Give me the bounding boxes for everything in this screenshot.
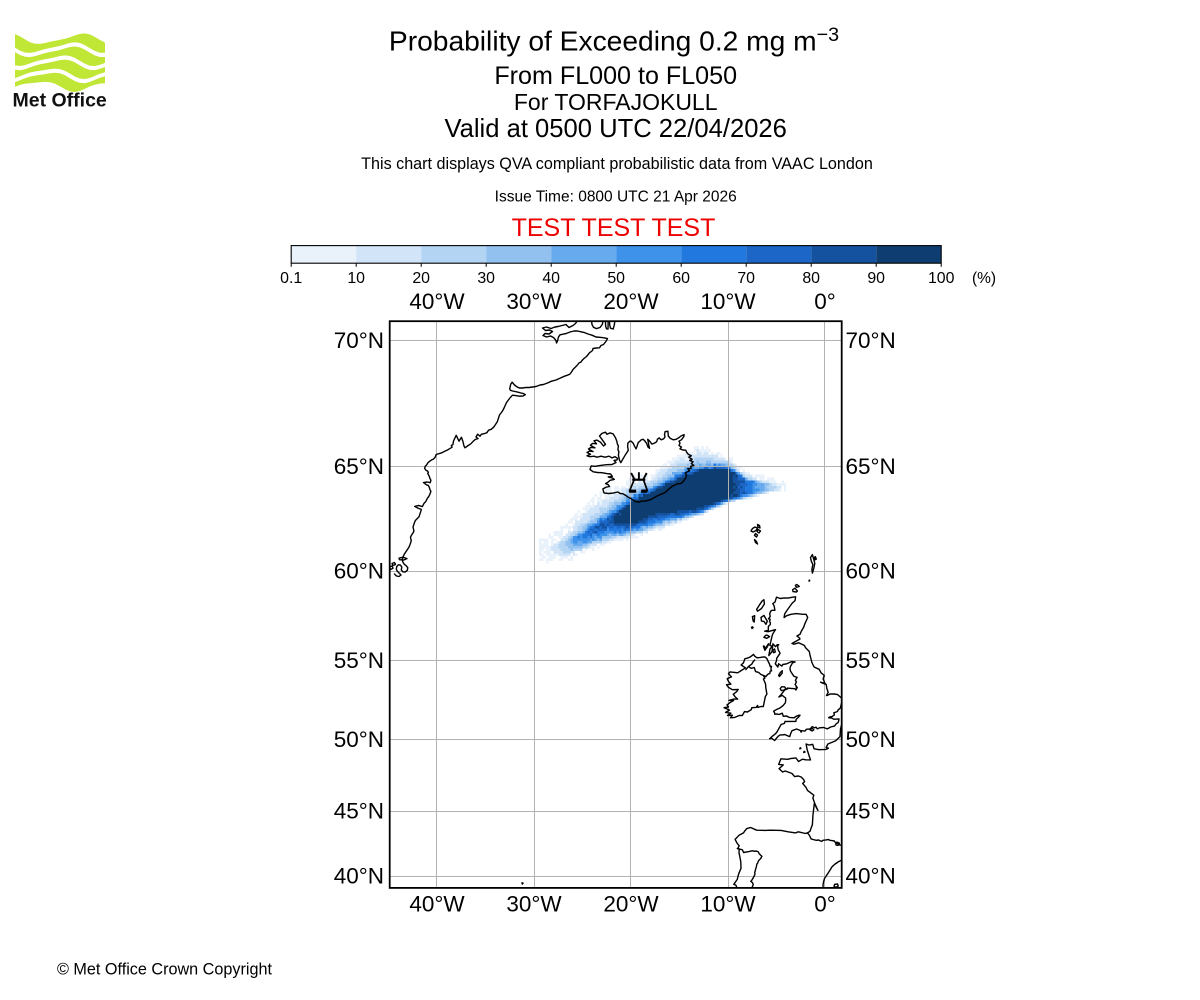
svg-text:10°W: 10°W bbox=[700, 289, 756, 314]
svg-text:70°N: 70°N bbox=[334, 328, 384, 353]
svg-text:(%): (%) bbox=[972, 270, 996, 287]
svg-text:50°N: 50°N bbox=[334, 727, 384, 752]
svg-text:60°N: 60°N bbox=[846, 559, 896, 584]
svg-text:Valid at 0500 UTC 22/04/2026: Valid at 0500 UTC 22/04/2026 bbox=[444, 115, 786, 143]
svg-text:Issue Time: 0800 UTC 21 Apr 20: Issue Time: 0800 UTC 21 Apr 2026 bbox=[495, 189, 737, 206]
svg-text:65°N: 65°N bbox=[334, 454, 384, 479]
svg-text:100: 100 bbox=[928, 270, 955, 287]
svg-text:55°N: 55°N bbox=[846, 648, 896, 673]
svg-text:20°W: 20°W bbox=[603, 289, 659, 314]
svg-text:70°N: 70°N bbox=[846, 328, 896, 353]
svg-text:60°N: 60°N bbox=[334, 559, 384, 584]
svg-text:This chart displays QVA compli: This chart displays QVA compliant probab… bbox=[361, 155, 873, 173]
svg-text:Met Office: Met Office bbox=[13, 90, 107, 112]
svg-text:© Met Office Crown Copyright: © Met Office Crown Copyright bbox=[57, 961, 272, 979]
svg-text:30°W: 30°W bbox=[506, 289, 562, 314]
svg-text:From FL000 to FL050: From FL000 to FL050 bbox=[494, 62, 737, 90]
svg-text:20: 20 bbox=[412, 270, 430, 287]
svg-text:0°: 0° bbox=[814, 289, 836, 314]
svg-text:20°W: 20°W bbox=[603, 892, 659, 917]
svg-text:TEST TEST TEST: TEST TEST TEST bbox=[512, 214, 716, 242]
svg-text:60: 60 bbox=[672, 270, 690, 287]
svg-text:45°N: 45°N bbox=[846, 798, 896, 823]
svg-text:0.1: 0.1 bbox=[280, 270, 302, 287]
svg-text:30°W: 30°W bbox=[506, 892, 562, 917]
svg-text:40°W: 40°W bbox=[409, 892, 465, 917]
svg-text:40°W: 40°W bbox=[409, 289, 465, 314]
svg-text:For TORFAJOKULL: For TORFAJOKULL bbox=[514, 89, 718, 115]
svg-text:90: 90 bbox=[867, 270, 885, 287]
svg-text:50°N: 50°N bbox=[846, 727, 896, 752]
svg-text:70: 70 bbox=[737, 270, 755, 287]
svg-text:40°N: 40°N bbox=[846, 864, 896, 889]
svg-text:0°: 0° bbox=[814, 892, 836, 917]
svg-text:10°W: 10°W bbox=[700, 892, 756, 917]
svg-text:30: 30 bbox=[477, 270, 495, 287]
svg-text:80: 80 bbox=[802, 270, 820, 287]
svg-text:40: 40 bbox=[542, 270, 560, 287]
svg-text:10: 10 bbox=[347, 270, 365, 287]
svg-text:45°N: 45°N bbox=[334, 798, 384, 823]
svg-text:65°N: 65°N bbox=[846, 454, 896, 479]
svg-text:Probability of Exceeding 0.2 m: Probability of Exceeding 0.2 mg m−3 bbox=[389, 24, 839, 57]
svg-text:40°N: 40°N bbox=[334, 864, 384, 889]
svg-text:50: 50 bbox=[607, 270, 625, 287]
svg-text:55°N: 55°N bbox=[334, 648, 384, 673]
